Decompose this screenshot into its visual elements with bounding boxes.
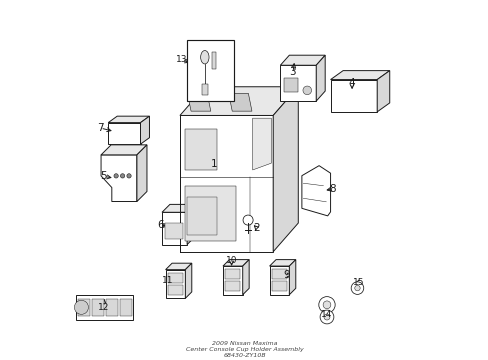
- Bar: [92, 298, 104, 316]
- Polygon shape: [180, 116, 273, 252]
- Bar: [120, 298, 132, 316]
- Text: 15: 15: [352, 278, 364, 287]
- Circle shape: [74, 300, 88, 314]
- Polygon shape: [280, 65, 316, 101]
- Polygon shape: [185, 263, 191, 298]
- Polygon shape: [223, 260, 249, 266]
- Text: 3: 3: [289, 67, 296, 77]
- Text: 14: 14: [320, 310, 331, 319]
- Bar: [187, 40, 233, 101]
- Bar: [106, 298, 118, 316]
- Polygon shape: [140, 116, 149, 144]
- Polygon shape: [301, 166, 330, 216]
- Polygon shape: [101, 145, 147, 155]
- Polygon shape: [162, 212, 187, 244]
- Polygon shape: [187, 93, 210, 111]
- Polygon shape: [330, 80, 376, 112]
- Polygon shape: [137, 145, 147, 202]
- Circle shape: [114, 174, 118, 178]
- Polygon shape: [269, 260, 295, 266]
- Polygon shape: [162, 204, 195, 212]
- Polygon shape: [269, 266, 289, 295]
- Bar: [76, 295, 133, 320]
- Bar: [271, 269, 286, 279]
- Polygon shape: [330, 71, 389, 80]
- Bar: [271, 281, 286, 291]
- Circle shape: [354, 285, 360, 291]
- Circle shape: [126, 174, 131, 178]
- Bar: [164, 223, 183, 239]
- Bar: [201, 84, 208, 95]
- Polygon shape: [223, 266, 242, 295]
- Circle shape: [320, 310, 333, 324]
- Ellipse shape: [200, 50, 208, 64]
- Text: 2009 Nissan Maxima
Center Console Cup Holder Assembly
68430-ZY10B: 2009 Nissan Maxima Center Console Cup Ho…: [185, 341, 303, 357]
- Circle shape: [243, 215, 253, 225]
- Polygon shape: [165, 270, 185, 298]
- Polygon shape: [228, 93, 251, 111]
- Polygon shape: [280, 55, 325, 65]
- Text: 8: 8: [328, 184, 335, 194]
- Polygon shape: [165, 263, 191, 270]
- Bar: [184, 186, 235, 241]
- Text: 5: 5: [101, 171, 107, 181]
- Bar: [187, 197, 217, 235]
- Circle shape: [318, 297, 334, 313]
- Text: 10: 10: [225, 256, 237, 265]
- Bar: [168, 273, 183, 283]
- Bar: [225, 281, 240, 291]
- Text: 1: 1: [210, 159, 217, 169]
- Polygon shape: [376, 71, 389, 112]
- Bar: [168, 285, 183, 295]
- Bar: [184, 129, 217, 170]
- Text: 6: 6: [157, 220, 163, 230]
- Polygon shape: [316, 55, 325, 101]
- Polygon shape: [273, 87, 298, 252]
- Text: 12: 12: [98, 303, 109, 312]
- Text: 2: 2: [253, 224, 260, 233]
- Polygon shape: [108, 123, 140, 144]
- Text: 9: 9: [283, 270, 289, 280]
- Bar: [78, 298, 90, 316]
- Text: 4: 4: [348, 78, 355, 88]
- Text: 11: 11: [162, 276, 173, 285]
- Polygon shape: [101, 155, 137, 202]
- Circle shape: [323, 301, 330, 309]
- Circle shape: [120, 174, 124, 178]
- Polygon shape: [289, 260, 295, 295]
- Circle shape: [324, 314, 329, 320]
- Circle shape: [303, 86, 311, 95]
- Circle shape: [350, 282, 363, 294]
- Bar: [225, 269, 240, 279]
- Bar: [284, 78, 298, 92]
- Polygon shape: [180, 87, 298, 116]
- Polygon shape: [242, 260, 249, 295]
- Polygon shape: [187, 204, 195, 244]
- Text: 13: 13: [176, 55, 187, 64]
- Bar: [211, 52, 216, 69]
- Text: 7: 7: [97, 123, 103, 133]
- Polygon shape: [252, 118, 271, 170]
- Polygon shape: [108, 116, 149, 123]
